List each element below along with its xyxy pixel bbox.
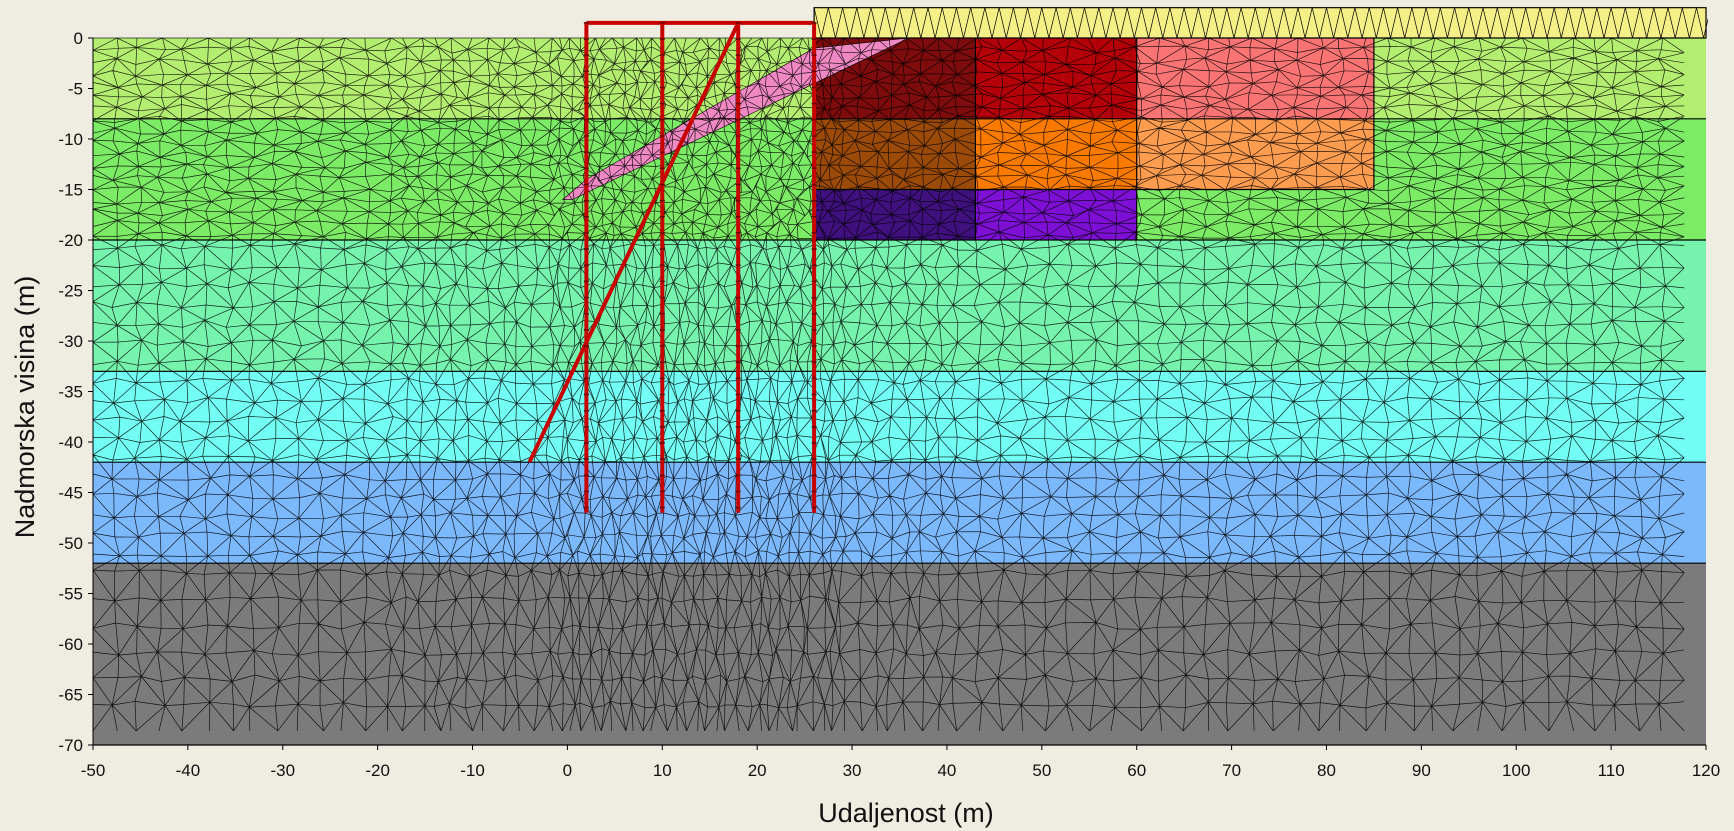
y-tick-label: -45 (58, 484, 83, 503)
x-tick-label: 120 (1692, 761, 1720, 780)
y-tick-label: -30 (58, 332, 83, 351)
soil-layer-4 (93, 371, 1706, 463)
y-axis-title: Nadmorska visina (m) (10, 276, 40, 539)
x-tick-label: -40 (176, 761, 201, 780)
y-tick-label: -40 (58, 433, 83, 452)
x-tick-label: 90 (1412, 761, 1431, 780)
y-tick-label: 0 (74, 29, 83, 48)
y-tick-label: -10 (58, 130, 83, 149)
plot-area (92, 7, 1708, 746)
y-axis: 0 -5 -10 -15 -20 -25 -30 -35 -40 -45 -50 -55 -60 -65 -… (58, 29, 94, 755)
y-tick-label: -60 (58, 635, 83, 654)
mesh-lines (92, 37, 1685, 732)
soil-layer-6 (93, 563, 1706, 745)
fill-top (814, 7, 1706, 38)
y-tick-label: -20 (58, 231, 83, 250)
structural-elements (527, 20, 817, 513)
pile-nodes (583, 22, 817, 509)
inclined-pile (527, 21, 741, 464)
x-tick-label: 40 (937, 761, 956, 780)
y-tick-label: -65 (58, 686, 83, 705)
x-tick-label: 50 (1032, 761, 1051, 780)
fill-strip-mesh (813, 7, 1708, 39)
soil-layer-3 (93, 240, 1706, 372)
x-tick-label: 80 (1317, 761, 1336, 780)
y-tick-label: -70 (58, 736, 83, 755)
x-tick-label: 30 (843, 761, 862, 780)
fill-2-1 (814, 118, 976, 190)
x-tick-label: 20 (748, 761, 767, 780)
y-tick-label: -15 (58, 181, 83, 200)
y-tick-label: -35 (58, 383, 83, 402)
x-tick-label: 0 (563, 761, 572, 780)
y-tick-label: -55 (58, 585, 83, 604)
x-axis: -50 -40 -30 -20 -10 0 10 20 30 40 50 60 70 80 90 100 110… (81, 744, 1720, 780)
soil-layer-5 (93, 462, 1706, 564)
y-tick-label: -50 (58, 534, 83, 553)
x-tick-label: 60 (1127, 761, 1146, 780)
x-tick-label: -10 (460, 761, 485, 780)
x-tick-label: 110 (1598, 761, 1625, 780)
x-tick-label: 100 (1502, 761, 1530, 780)
x-tick-label: 10 (653, 761, 672, 780)
x-tick-label: -50 (81, 761, 106, 780)
y-tick-label: -25 (58, 282, 83, 301)
y-tick-label: -5 (68, 80, 83, 99)
x-tick-label: -30 (270, 761, 295, 780)
x-tick-label: 70 (1222, 761, 1241, 780)
x-tick-label: -20 (365, 761, 390, 780)
x-axis-title: Udaljenost (m) (818, 798, 994, 828)
triangular-mesh (92, 7, 1708, 732)
